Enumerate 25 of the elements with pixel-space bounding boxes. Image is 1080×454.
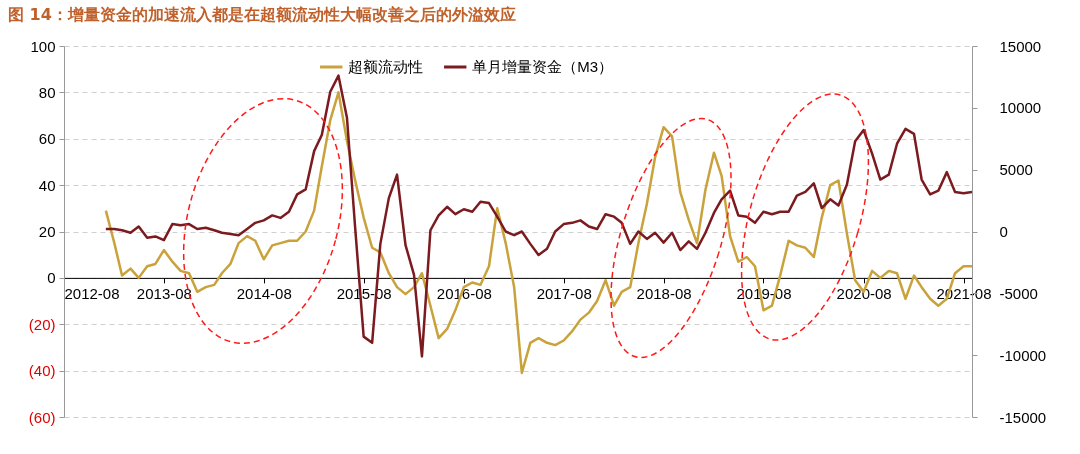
x-tick-label: 2020-08	[836, 285, 892, 303]
y2-tick-label: -10000	[999, 346, 1047, 364]
y2-tick-label: 5000	[999, 161, 1033, 179]
y-tick-label: (20)	[28, 315, 56, 333]
legend-label: 超额流动性	[348, 58, 424, 75]
y2-tick-label: 10000	[999, 99, 1042, 117]
x-tick-label: 2017-08	[536, 285, 592, 303]
chart-title: 图 14：增量资金的加速流入都是在超额流动性大幅改善之后的外溢效应	[8, 5, 516, 24]
y-tick-label: 60	[38, 130, 56, 148]
y-tick-label: 100	[30, 37, 56, 55]
y-tick-label: 40	[38, 176, 56, 194]
y-tick-label: 20	[38, 223, 56, 240]
y-tick-label: 80	[38, 83, 56, 101]
y2-tick-label: -5000	[999, 284, 1038, 302]
y-tick-label: (60)	[28, 408, 56, 426]
x-tick-label: 2013-08	[136, 285, 192, 303]
x-tick-label: 2014-08	[236, 285, 292, 303]
y-tick-label: (40)	[28, 362, 56, 380]
x-tick-label: 2018-08	[636, 285, 692, 303]
y2-tick-label: 0	[999, 223, 1008, 240]
legend-label: 单月增量资金（M3）	[472, 58, 614, 75]
y2-tick-label: 15000	[999, 37, 1042, 55]
x-tick-label: 2012-08	[64, 285, 120, 303]
y2-tick-label: -15000	[999, 408, 1047, 426]
y-tick-label: 0	[47, 269, 56, 287]
